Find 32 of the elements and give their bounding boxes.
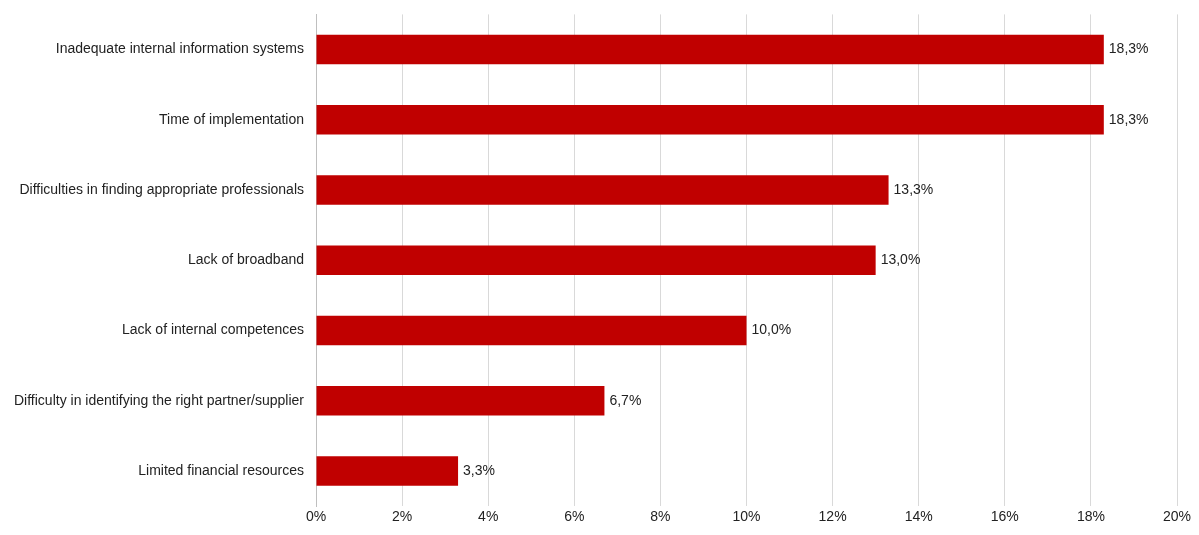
data-label: 10,0% (751, 321, 792, 338)
bar (316, 245, 876, 276)
x-tick-label: 0% (305, 508, 327, 525)
y-tick-label: Lack of internal competences (121, 321, 304, 338)
data-label: 13,0% (880, 251, 921, 268)
y-tick-label: Difficulties in finding appropriate professionals (19, 180, 304, 197)
data-label: 18,3% (1108, 110, 1149, 127)
bar (316, 315, 747, 346)
y-tick-label: Inadequate internal information systems (55, 40, 304, 57)
x-tick-label: 6% (564, 508, 585, 525)
y-tick-label: Time of implementation (159, 110, 304, 127)
y-tick-label: Difficulty in identifying the right partner/supplier (13, 391, 305, 408)
x-tick-label: 18% (1076, 508, 1105, 525)
x-tick-label: 10% (732, 508, 761, 525)
x-tick-label: 16% (990, 508, 1019, 525)
bar (316, 34, 1104, 65)
x-tick-label: 2% (391, 508, 413, 525)
y-tick-label: Lack of broadband (188, 251, 304, 268)
bar (316, 105, 1104, 135)
x-tick-label: 20% (1162, 508, 1192, 525)
bar (316, 386, 605, 416)
bar (316, 456, 459, 486)
x-tick-label: 12% (818, 508, 847, 525)
bar (316, 175, 889, 205)
x-tick-label: 14% (904, 508, 933, 525)
data-label: 18,3% (1108, 40, 1149, 57)
x-tick-label: 8% (650, 508, 671, 525)
y-tick-label: Limited financial resources (138, 461, 304, 478)
data-label: 13,3% (893, 180, 934, 197)
data-label: 6,7% (609, 391, 642, 408)
x-tick-label: 4% (478, 508, 499, 525)
data-label: 3,3% (463, 461, 495, 478)
